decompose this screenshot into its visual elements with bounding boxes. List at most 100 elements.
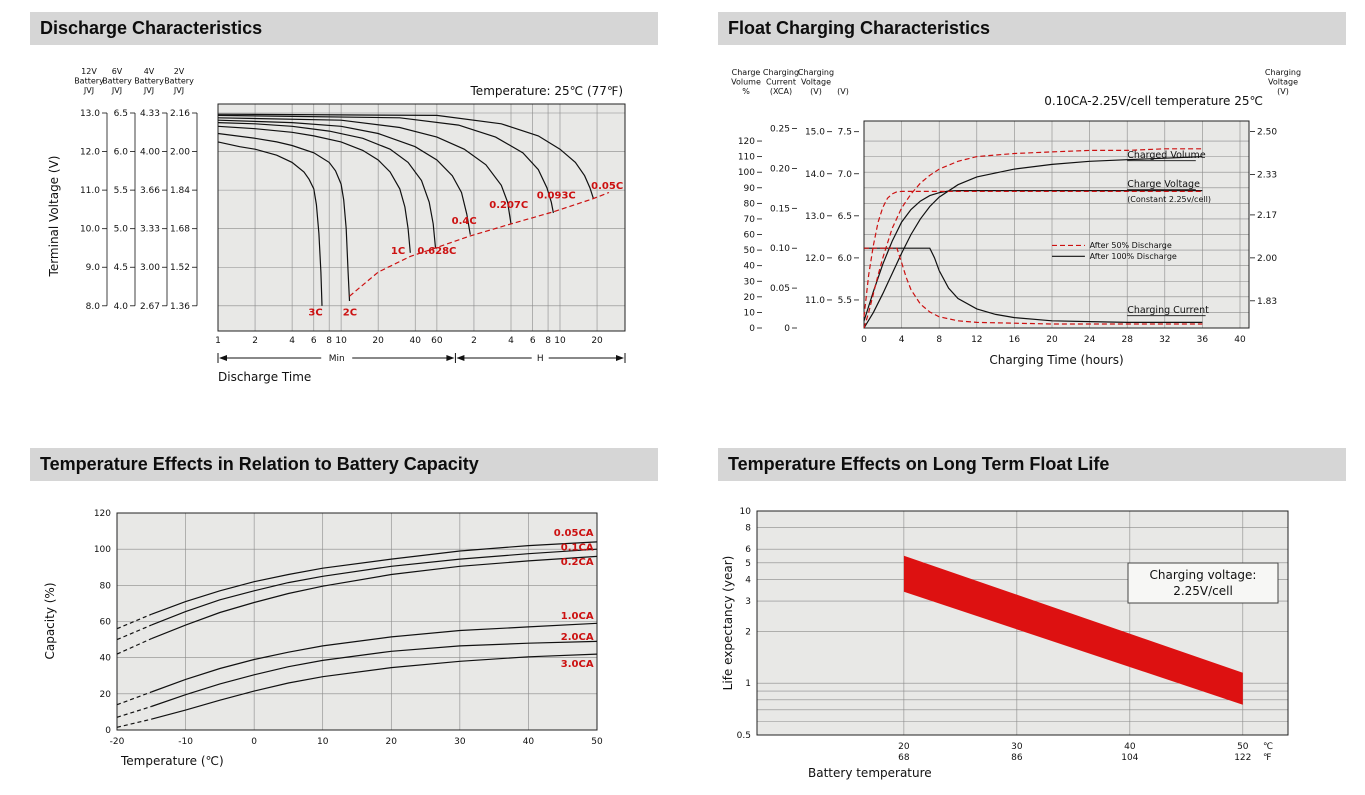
axis-column-header: Current xyxy=(766,78,796,87)
x-tick-min: 20 xyxy=(372,336,384,346)
x-tick: 10 xyxy=(317,737,329,747)
discharge-curve-0.4C xyxy=(217,119,471,235)
right-axis-header: (V) xyxy=(1277,87,1289,96)
y-tick: 2 xyxy=(745,627,751,637)
axis-column-header: Volume xyxy=(731,78,761,87)
axis-column-header: Voltage xyxy=(801,78,831,87)
axis-column-header: Charging xyxy=(798,68,834,77)
right-y-tick: 2.50 xyxy=(1257,128,1277,138)
x-tick-min: 4 xyxy=(289,336,295,346)
temperature-annotation: Temperature: 25℃ (77℉) xyxy=(470,84,623,98)
y-tick: 4 xyxy=(745,576,751,586)
condition-annotation: 0.10CA-2.25V/cell temperature 25℃ xyxy=(1044,94,1263,108)
y-tick: 7.0 xyxy=(838,170,853,180)
y-tick: 0.15 xyxy=(770,204,790,214)
float-series-charged-volume-after-100 xyxy=(863,156,1203,329)
rate-label: 1C xyxy=(391,246,405,257)
x-tick-hour: 10 xyxy=(554,336,566,346)
y-tick: 100 xyxy=(738,168,755,178)
float-series-charging-current-after-100 xyxy=(864,247,1203,323)
capacity-curve-0.2CA xyxy=(151,555,598,640)
rate-label: 3.0CA xyxy=(561,659,594,670)
x-tick-min: 2 xyxy=(252,336,258,346)
discharge-curve-0.628C xyxy=(217,122,437,249)
x-tick: 32 xyxy=(1159,335,1170,345)
y-axis-label: Life expectancy (year) xyxy=(721,556,735,691)
y-tick: 6.0 xyxy=(838,254,853,264)
section-title-discharge: Discharge Characteristics xyxy=(30,12,658,45)
axis-column-header: Battery xyxy=(102,77,132,86)
charging-voltage-annotation: Charging voltage: xyxy=(1150,568,1257,582)
x-tick-min: 8 xyxy=(326,336,332,346)
x-tick-fahrenheit: 104 xyxy=(1121,753,1138,763)
temperature-capacity-chart: -20 -10 0 10 20 30 40 50 0 20 40 60 80 100 120 0.05CA 0.… xyxy=(43,509,603,768)
y-tick: 0.20 xyxy=(770,164,790,174)
y-tick: 6 xyxy=(745,545,751,555)
discharge-curve-0.093C xyxy=(217,114,554,214)
y-tick: 15.0 xyxy=(805,128,825,138)
y-tick: 0 xyxy=(749,324,755,334)
section-title-float-charging: Float Charging Characteristics xyxy=(718,12,1346,45)
capacity-curve-dashed-1.0CA xyxy=(116,691,152,706)
y-tick: 12.0 xyxy=(80,148,100,158)
curve-label: Charged Volume xyxy=(1127,150,1206,161)
rate-label: 0.05C xyxy=(591,181,623,192)
x-tick-fahrenheit: 68 xyxy=(898,753,910,763)
y-tick: 120 xyxy=(738,137,755,147)
discharge-curve-3C xyxy=(217,141,323,306)
y-tick: 5.5 xyxy=(838,296,852,306)
x-tick: 40 xyxy=(1234,335,1246,345)
y-tick: 80 xyxy=(744,199,756,209)
y-tick: 6.5 xyxy=(838,212,852,222)
discharge-curve-1C xyxy=(217,125,411,253)
axis-column-header: % xyxy=(742,87,750,96)
float-series-charge-voltage-after-100 xyxy=(863,190,1203,322)
capacity-curve-dashed-0.1CA xyxy=(116,624,152,641)
axis-column-header: Battery xyxy=(74,77,104,86)
y-tick: 80 xyxy=(100,581,112,591)
y-tick: 14.0 xyxy=(805,170,825,180)
axis-column-header: JVJ xyxy=(111,86,122,95)
capacity-curve-0.05CA xyxy=(151,541,598,615)
x-tick: 30 xyxy=(454,737,466,747)
y-tick: 5.5 xyxy=(114,186,128,196)
rate-label: 0.05CA xyxy=(554,528,594,539)
y-axis-label: Capacity (%) xyxy=(43,582,57,659)
capacity-curve-dashed-0.2CA xyxy=(116,638,152,655)
axis-column-header: (XCA) xyxy=(770,87,792,96)
axis-column-header: Charge xyxy=(732,68,761,77)
x-tick: 0 xyxy=(861,335,867,345)
y-tick: 10 xyxy=(744,308,756,318)
section-title-float-life: Temperature Effects on Long Term Float L… xyxy=(718,448,1346,481)
curve-label: Charge Voltage xyxy=(1127,179,1200,190)
legend-item: After 50% Discharge xyxy=(1090,241,1172,250)
x-tick-celsius: 20 xyxy=(898,742,910,752)
float-series-charging-current-after-50 xyxy=(864,247,1203,325)
x-tick-hour: 8 xyxy=(545,336,551,346)
axis-column-header: JVJ xyxy=(83,86,94,95)
y-tick: 1.36 xyxy=(170,302,190,312)
panel-discharge-characteristics: Discharge Characteristics 1 2 4 6 8 10 20 40 60 2… xyxy=(30,12,658,401)
annotation-box xyxy=(1127,562,1279,604)
y-axis-label: Terminal Voltage (V) xyxy=(47,156,61,278)
right-y-tick: 2.00 xyxy=(1257,254,1277,264)
x-tick: 12 xyxy=(971,335,982,345)
x-tick: 16 xyxy=(1009,335,1021,345)
capacity-curve-2.0CA xyxy=(151,640,598,708)
rate-label: 2C xyxy=(343,307,357,318)
y-tick: 7.5 xyxy=(838,128,852,138)
capacity-curve-1.0CA xyxy=(151,622,598,693)
y-tick: 120 xyxy=(94,509,111,519)
x-tick-hour: 2 xyxy=(471,336,477,346)
x-tick-min: 1 xyxy=(215,336,221,346)
cutoff-voltage-curve xyxy=(349,191,610,297)
axis-column-header: 4V xyxy=(144,67,155,76)
y-tick: 0 xyxy=(784,324,790,334)
rate-label: 0.2CA xyxy=(561,557,594,568)
x-tick: 0 xyxy=(251,737,257,747)
capacity-curve-3.0CA xyxy=(151,653,598,720)
capacity-curve-0.1CA xyxy=(151,548,598,626)
x-tick: 36 xyxy=(1197,335,1209,345)
x-tick-celsius: 50 xyxy=(1237,742,1249,752)
